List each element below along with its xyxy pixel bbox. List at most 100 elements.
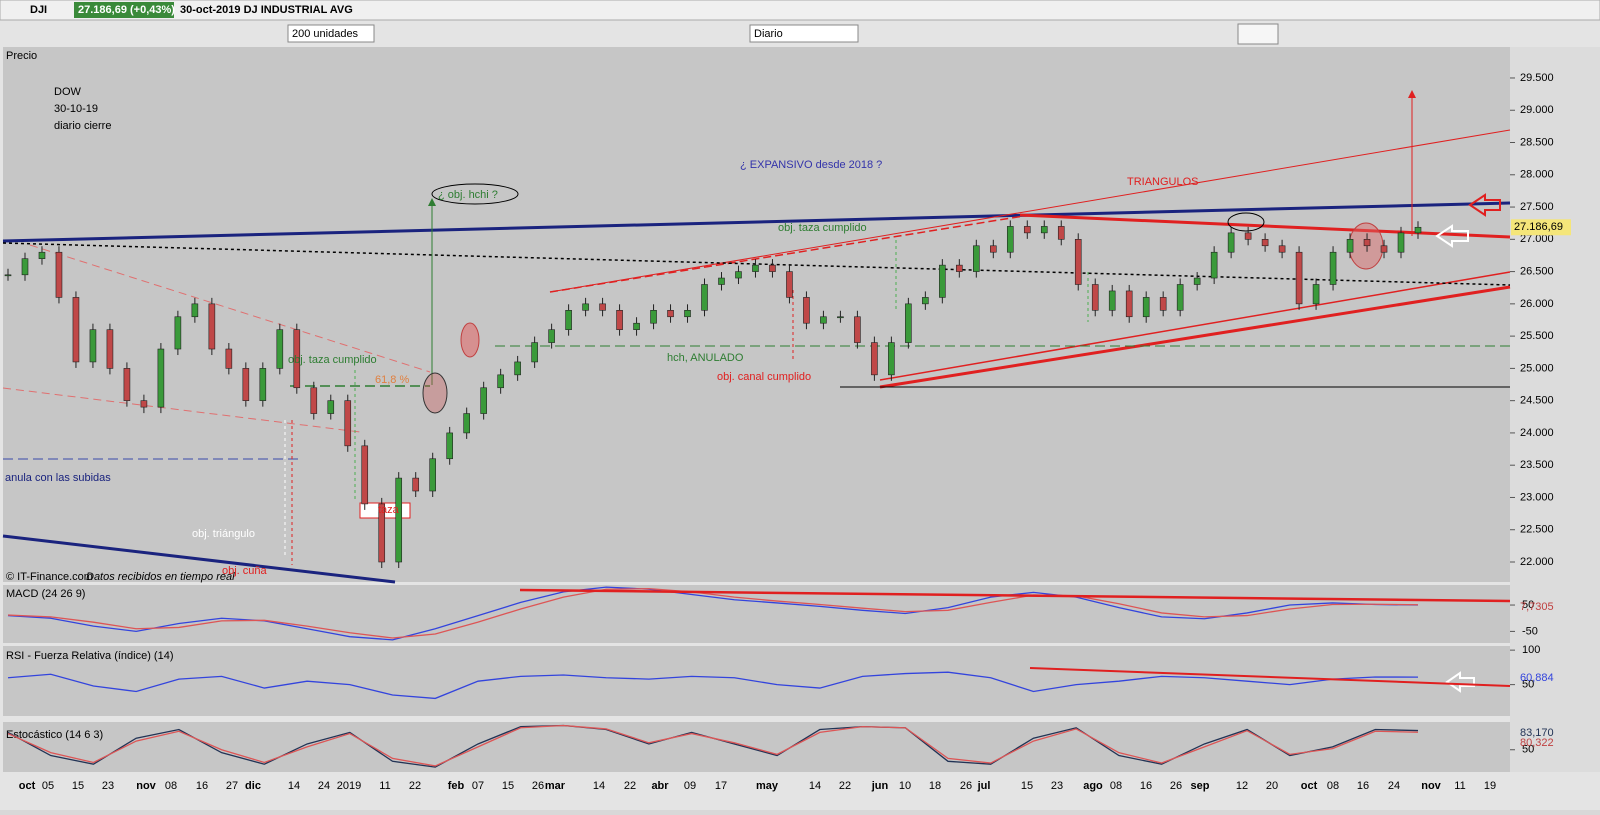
x-tick-label: 16	[196, 780, 208, 792]
candle	[871, 342, 878, 376]
quote: 27.186,69 (+0,43%)	[78, 4, 175, 16]
last-price: 27.186,69	[1514, 221, 1563, 233]
x-tick-label: 18	[929, 780, 941, 792]
trend-line	[1019, 213, 1511, 239]
candle	[735, 271, 742, 279]
x-tick-label: feb	[448, 780, 465, 792]
candle	[1023, 226, 1031, 234]
x-tick-label: 11	[1454, 780, 1465, 792]
pointer-arrow	[1445, 671, 1475, 693]
y-tick-label: 24.500	[1520, 395, 1554, 407]
candle	[837, 316, 844, 319]
annotation: 30-10-19	[54, 103, 98, 115]
candle	[446, 432, 453, 460]
y-tick-label: 27.500	[1520, 201, 1554, 213]
y-tick-label: 23.000	[1520, 491, 1554, 503]
candle	[973, 245, 980, 272]
trend-line	[879, 271, 1511, 381]
candle	[497, 374, 504, 389]
current-label: 83,170	[1520, 727, 1554, 739]
candle	[854, 316, 861, 343]
candle	[548, 329, 555, 343]
arrow-head	[428, 198, 436, 206]
credit: © IT-Finance.com	[6, 571, 93, 583]
panel-title: Precio	[6, 50, 37, 62]
candle	[72, 297, 80, 363]
x-tick-label: 23	[1051, 780, 1063, 792]
candle	[1244, 232, 1252, 240]
candle	[21, 258, 29, 276]
candle	[786, 271, 793, 298]
annotation: obj. canal cumplido	[717, 371, 811, 383]
x-tick-label: 26	[1170, 780, 1182, 792]
x-tick-label: dic	[245, 780, 261, 792]
candle	[1159, 297, 1167, 311]
stoch-panel	[3, 722, 1510, 772]
units-select[interactable]	[287, 24, 375, 43]
chart-type-button[interactable]	[1237, 23, 1279, 45]
x-tick-label: 08	[165, 780, 177, 792]
candle	[463, 413, 470, 434]
x-tick-label: 14	[288, 780, 300, 792]
candle	[208, 303, 216, 350]
candle	[1176, 284, 1184, 311]
x-tick-label: 08	[1327, 780, 1339, 792]
candle	[1397, 232, 1405, 253]
ellipse	[431, 183, 519, 205]
y-tick-label: 29.500	[1520, 72, 1554, 84]
units: 200 unidades	[292, 28, 359, 40]
candle	[89, 329, 97, 363]
candle	[293, 329, 301, 389]
ellipse	[1227, 212, 1265, 232]
instrument-title: 30-oct-2019 DJ INDUSTRIAL AVG	[180, 4, 353, 16]
candle	[752, 264, 759, 272]
x-tick-label: jun	[871, 780, 889, 792]
candle	[1108, 290, 1116, 311]
x-tick-label: oct	[19, 780, 36, 792]
period-select[interactable]	[749, 24, 859, 43]
pointer-arrow	[1435, 224, 1469, 248]
arrow-head	[1408, 90, 1416, 98]
candle	[174, 316, 182, 350]
y-tick-label: 25.000	[1520, 362, 1554, 374]
candle	[429, 458, 436, 492]
x-tick-label: 15	[72, 780, 84, 792]
trend-line	[549, 214, 1031, 293]
candle	[820, 316, 827, 324]
candle	[616, 310, 623, 330]
candle	[939, 264, 946, 298]
candle	[191, 303, 199, 318]
price-panel	[3, 47, 1510, 582]
panel-title: RSI - Fuerza Relativa (índice) (14)	[6, 650, 174, 662]
candle	[599, 303, 606, 311]
candle	[1261, 239, 1269, 247]
x-tick-label: may	[756, 780, 779, 792]
x-tick-label: 2019	[337, 780, 361, 792]
annotation: hch, ANULADO	[667, 352, 744, 364]
x-tick-label: 16	[1140, 780, 1152, 792]
last-price-box	[1511, 219, 1571, 236]
indicator-line	[7, 586, 1419, 641]
symbol[interactable]: DJI	[30, 4, 47, 16]
y-tick-label: 50	[1522, 599, 1534, 611]
trend-line	[549, 129, 1511, 293]
annotation: obj. taza cumplido	[778, 222, 867, 234]
indicator-line	[7, 724, 1419, 767]
trend-line	[519, 588, 1511, 603]
panels	[3, 47, 1600, 772]
candle	[1057, 226, 1065, 240]
y-tick-label: 22.500	[1520, 524, 1554, 536]
candle	[4, 274, 12, 277]
x-tick-label: 26	[532, 780, 544, 792]
annotation: ¿ EXPANSIVO desde 2018 ?	[740, 159, 882, 171]
x-tick-label: mar	[545, 780, 566, 792]
x-tick-label: 26	[960, 780, 972, 792]
candle	[1227, 232, 1235, 253]
candle	[106, 329, 114, 369]
candle	[667, 310, 674, 318]
y-tick-label: 100	[1522, 644, 1540, 656]
x-tick-label: nov	[136, 780, 156, 792]
candle	[480, 387, 487, 414]
wedge-line	[29, 244, 431, 373]
